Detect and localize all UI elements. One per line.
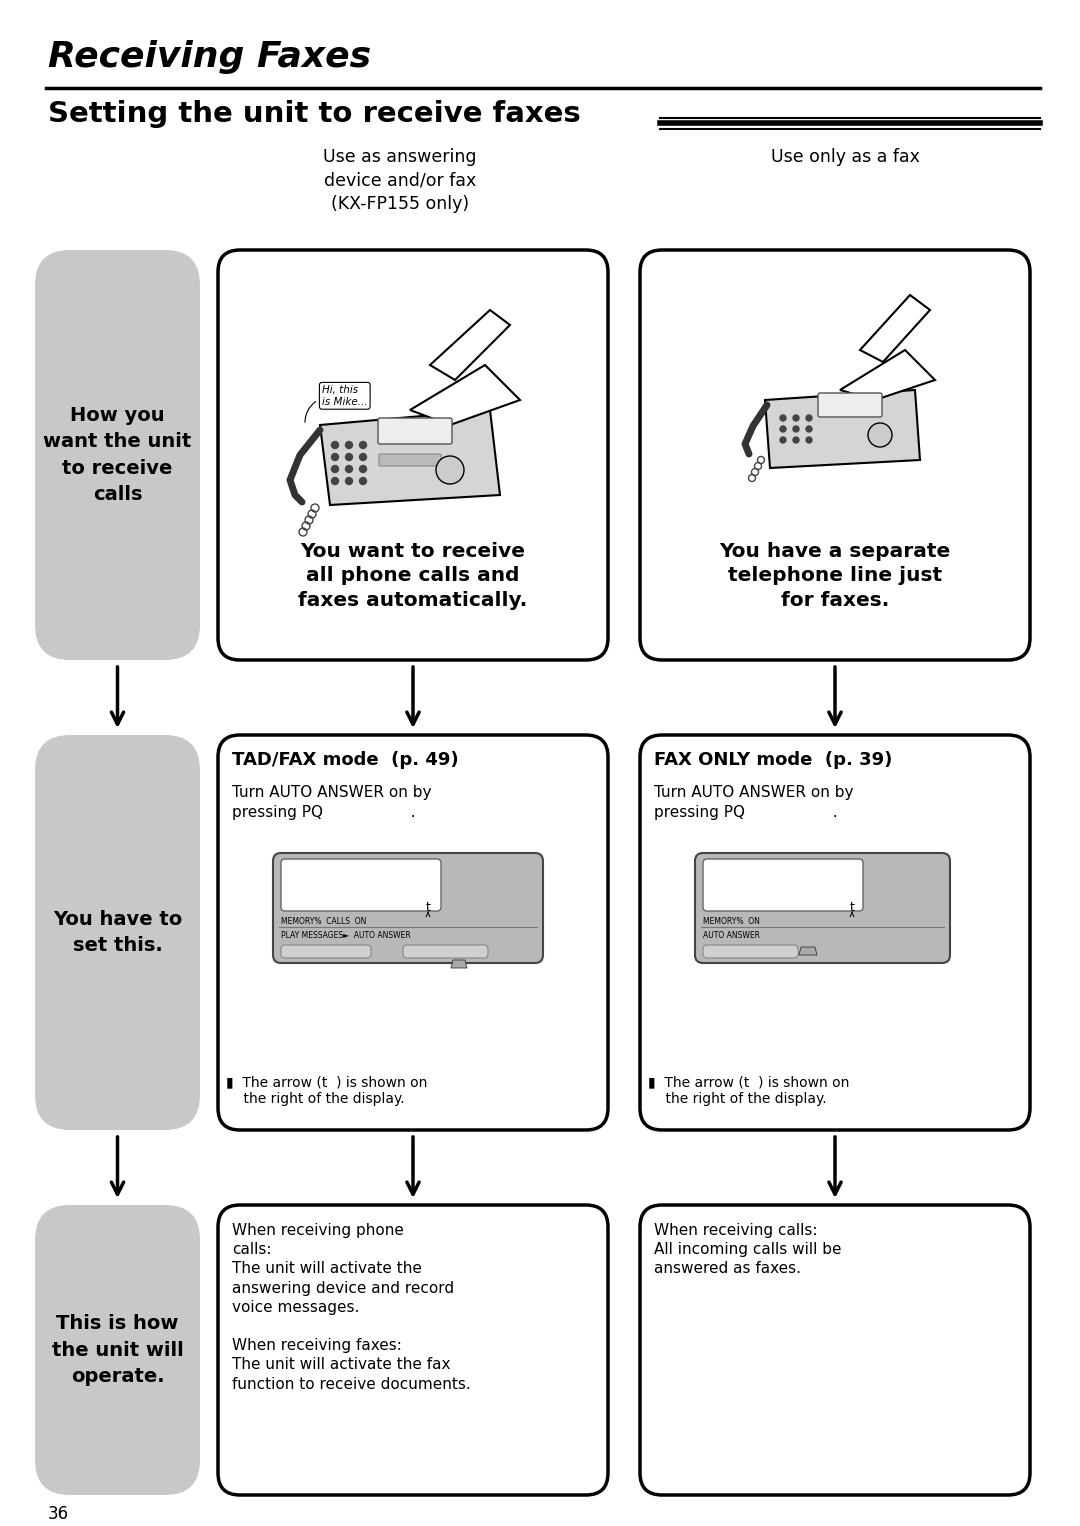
Text: How you
want the unit
to receive
calls: How you want the unit to receive calls [43,406,191,504]
FancyBboxPatch shape [281,859,441,911]
Text: Use only as a fax: Use only as a fax [770,148,919,166]
Text: Turn AUTO ANSWER on by
pressing PQ                  .: Turn AUTO ANSWER on by pressing PQ . [654,784,853,819]
Text: 36: 36 [48,1505,69,1523]
Text: Receiving Faxes: Receiving Faxes [48,40,372,73]
Polygon shape [799,948,816,955]
Polygon shape [860,295,930,362]
Circle shape [332,441,338,449]
FancyBboxPatch shape [281,945,372,958]
FancyBboxPatch shape [35,736,200,1129]
Text: t: t [850,900,854,914]
Text: MEMORY%  ON: MEMORY% ON [703,917,760,926]
Circle shape [806,426,812,432]
FancyBboxPatch shape [640,1206,1030,1495]
Text: When receiving phone
calls:
The unit will activate the
answering device and reco: When receiving phone calls: The unit wil… [232,1222,471,1392]
Circle shape [346,453,352,461]
FancyBboxPatch shape [379,455,441,465]
Circle shape [346,441,352,449]
FancyBboxPatch shape [818,394,882,417]
Circle shape [793,436,799,443]
Circle shape [360,441,366,449]
Text: ▮  The arrow (t  ) is shown on
    the right of the display.: ▮ The arrow (t ) is shown on the right o… [226,1074,428,1106]
Polygon shape [451,960,467,967]
Text: Setting the unit to receive faxes: Setting the unit to receive faxes [48,101,581,128]
Circle shape [332,465,338,473]
Circle shape [780,436,786,443]
FancyBboxPatch shape [218,736,608,1129]
Circle shape [360,478,366,484]
FancyBboxPatch shape [378,418,453,444]
Polygon shape [765,391,920,468]
Text: You have to
set this.: You have to set this. [53,909,183,955]
Text: ▮  The arrow (t  ) is shown on
    the right of the display.: ▮ The arrow (t ) is shown on the right o… [648,1074,849,1106]
Text: Use as answering
device and/or fax
(KX-FP155 only): Use as answering device and/or fax (KX-F… [323,148,476,214]
Circle shape [806,415,812,421]
Circle shape [360,453,366,461]
Circle shape [346,465,352,473]
Text: Hi, this
is Mike...: Hi, this is Mike... [322,385,367,406]
Circle shape [780,415,786,421]
Circle shape [780,426,786,432]
Polygon shape [410,365,519,426]
Circle shape [793,415,799,421]
FancyBboxPatch shape [640,250,1030,661]
Circle shape [360,465,366,473]
Text: You have a separate
telephone line just
for faxes.: You have a separate telephone line just … [719,542,950,609]
Polygon shape [840,349,935,400]
Text: You want to receive
all phone calls and
faxes automatically.: You want to receive all phone calls and … [298,542,528,609]
Circle shape [793,426,799,432]
Text: When receiving calls:
All incoming calls will be
answered as faxes.: When receiving calls: All incoming calls… [654,1222,841,1276]
Text: FAX ONLY mode  (p. 39): FAX ONLY mode (p. 39) [654,751,892,769]
FancyBboxPatch shape [35,1206,200,1495]
Circle shape [806,436,812,443]
Text: This is how
the unit will
operate.: This is how the unit will operate. [52,1314,184,1386]
Polygon shape [320,410,500,505]
Text: t: t [426,900,431,914]
Circle shape [332,453,338,461]
Polygon shape [430,310,510,380]
FancyBboxPatch shape [273,853,543,963]
FancyBboxPatch shape [403,945,488,958]
FancyBboxPatch shape [696,853,950,963]
Text: Turn AUTO ANSWER on by
pressing PQ                  .: Turn AUTO ANSWER on by pressing PQ . [232,784,432,819]
Circle shape [868,423,892,447]
FancyBboxPatch shape [218,1206,608,1495]
Circle shape [332,478,338,484]
FancyBboxPatch shape [35,250,200,661]
Circle shape [346,478,352,484]
FancyBboxPatch shape [703,859,863,911]
Text: MEMORY%  CALLS  ON: MEMORY% CALLS ON [281,917,366,926]
FancyBboxPatch shape [640,736,1030,1129]
Text: TAD/FAX mode  (p. 49): TAD/FAX mode (p. 49) [232,751,459,769]
Text: PLAY MESSAGES►  AUTO ANSWER: PLAY MESSAGES► AUTO ANSWER [281,931,410,940]
FancyBboxPatch shape [703,945,798,958]
Circle shape [436,456,464,484]
Text: AUTO ANSWER: AUTO ANSWER [703,931,760,940]
FancyBboxPatch shape [218,250,608,661]
